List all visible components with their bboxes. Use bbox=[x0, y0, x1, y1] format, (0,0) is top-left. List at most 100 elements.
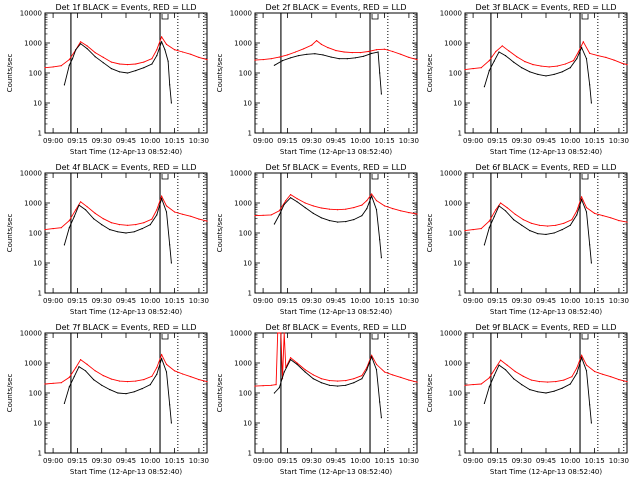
data-point bbox=[102, 218, 104, 220]
data-point bbox=[156, 55, 158, 57]
data-point bbox=[80, 41, 82, 43]
y-tick-label: 1000 bbox=[24, 360, 42, 368]
data-point bbox=[296, 201, 298, 203]
data-point bbox=[101, 384, 103, 386]
y-tick-label: 10000 bbox=[20, 170, 42, 178]
data-point bbox=[556, 65, 558, 67]
data-point bbox=[270, 384, 272, 386]
data-point bbox=[521, 384, 523, 386]
data-point bbox=[110, 378, 112, 380]
data-point bbox=[102, 375, 104, 377]
plot-frame bbox=[254, 172, 418, 294]
series-lld bbox=[464, 40, 628, 71]
bracket-mark bbox=[371, 334, 379, 340]
x-axis-label: Start Time (12-Apr-13 08:52:40) bbox=[280, 468, 392, 476]
data-point bbox=[102, 56, 104, 59]
bracket-mark bbox=[161, 174, 169, 180]
data-point bbox=[290, 194, 292, 196]
data-point bbox=[532, 64, 534, 66]
series-events bbox=[274, 355, 382, 418]
chart-title: Det 5f BLACK = Events, RED = LLD bbox=[265, 163, 406, 172]
data-point bbox=[161, 358, 163, 360]
chart-panel-6: Det 6f BLACK = Events, RED = LLD Counts/s… bbox=[426, 163, 629, 316]
data-point bbox=[60, 227, 62, 229]
data-point bbox=[127, 64, 129, 66]
data-point bbox=[589, 52, 591, 55]
plot-frame bbox=[464, 12, 628, 134]
data-point bbox=[605, 56, 607, 59]
data-point bbox=[312, 378, 314, 380]
data-point bbox=[464, 69, 466, 71]
data-point bbox=[44, 67, 46, 69]
data-point bbox=[380, 257, 382, 259]
bracket-mark bbox=[581, 334, 589, 340]
x-tick-label: 09:45 bbox=[326, 137, 346, 145]
data-point bbox=[73, 216, 75, 218]
y-axis-label: Counts/sec bbox=[6, 374, 14, 413]
x-tick-label: 09:45 bbox=[116, 137, 136, 145]
data-point bbox=[400, 53, 402, 55]
data-point bbox=[529, 389, 531, 391]
x-tick-label: 09:30 bbox=[512, 297, 532, 305]
data-point bbox=[110, 61, 112, 63]
chart-panel-4: Det 4f BLACK = Events, RED = LLD Counts/s… bbox=[6, 163, 209, 316]
data-point bbox=[375, 209, 378, 211]
y-tick-label: 10000 bbox=[440, 170, 462, 178]
data-point bbox=[626, 64, 628, 66]
data-point bbox=[170, 102, 172, 104]
x-tick-label: 10:00 bbox=[350, 297, 370, 305]
data-point bbox=[561, 387, 563, 389]
data-point bbox=[353, 382, 355, 384]
data-point bbox=[585, 207, 588, 209]
data-point bbox=[581, 199, 583, 201]
bracket-mark bbox=[161, 14, 169, 20]
data-point bbox=[135, 224, 137, 226]
y-tick-label: 10 bbox=[453, 100, 462, 108]
y-tick-label: 1 bbox=[248, 130, 252, 138]
data-point bbox=[254, 59, 256, 61]
data-point bbox=[71, 58, 74, 60]
y-tick-label: 10000 bbox=[230, 330, 252, 338]
data-point bbox=[328, 380, 331, 382]
data-point bbox=[572, 60, 575, 62]
series-events bbox=[63, 197, 172, 264]
data-point bbox=[366, 200, 368, 202]
x-tick-label: 09:30 bbox=[302, 297, 322, 305]
data-point bbox=[277, 332, 279, 334]
data-point bbox=[286, 54, 288, 56]
x-tick-label: 10:00 bbox=[140, 137, 160, 145]
data-point bbox=[480, 228, 482, 230]
data-point bbox=[165, 205, 168, 207]
y-tick-label: 100 bbox=[449, 230, 462, 238]
x-tick-label: 09:00 bbox=[463, 457, 483, 465]
chart-panel-5: Det 5f BLACK = Events, RED = LLD Counts/s… bbox=[216, 163, 419, 316]
data-point bbox=[320, 378, 322, 380]
data-point bbox=[521, 67, 523, 69]
data-point bbox=[135, 380, 137, 382]
data-point bbox=[328, 208, 331, 210]
data-point bbox=[165, 363, 168, 365]
data-point bbox=[156, 367, 158, 369]
data-point bbox=[44, 229, 46, 231]
data-point bbox=[109, 389, 111, 391]
data-point bbox=[384, 205, 386, 207]
x-tick-label: 09:45 bbox=[536, 297, 556, 305]
y-tick-label: 1 bbox=[38, 450, 42, 458]
x-axis-label: Start Time (12-Apr-13 08:52:40) bbox=[490, 308, 602, 316]
data-point bbox=[174, 211, 176, 213]
data-point bbox=[322, 54, 324, 56]
data-point bbox=[303, 48, 305, 50]
data-point bbox=[576, 214, 578, 216]
chart-panel-9: Det 9f BLACK = Events, RED = LLD Counts/s… bbox=[426, 323, 629, 476]
data-point bbox=[585, 211, 588, 213]
data-point bbox=[345, 221, 347, 223]
data-point bbox=[553, 73, 555, 75]
data-point bbox=[513, 378, 515, 380]
x-tick-label: 09:30 bbox=[92, 137, 112, 145]
x-axis-label: Start Time (12-Apr-13 08:52:40) bbox=[280, 308, 392, 316]
data-point bbox=[594, 212, 596, 214]
y-tick-label: 1 bbox=[248, 450, 252, 458]
data-point bbox=[94, 370, 96, 372]
data-point bbox=[78, 204, 80, 206]
